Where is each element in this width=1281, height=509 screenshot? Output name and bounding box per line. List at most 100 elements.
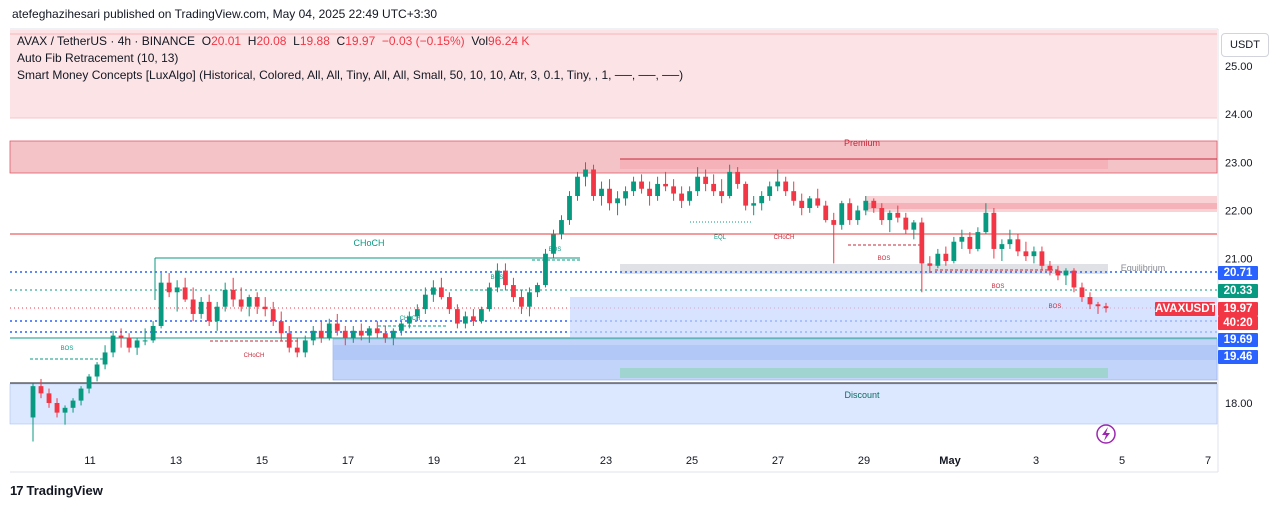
price-tag-19-69: 19.69 [1218, 333, 1258, 347]
candle [302, 335, 308, 358]
price-tag-current: 19.97 [1218, 302, 1258, 316]
indicator-smc[interactable]: Smart Money Concepts [LuxAlgo] (Historic… [17, 68, 684, 82]
time-tick-label: 13 [170, 455, 182, 467]
candle-body [847, 203, 853, 221]
indicator-fib[interactable]: Auto Fib Retracement (10, 13) [17, 51, 179, 65]
candle-body [270, 309, 276, 322]
candle [230, 277, 236, 307]
candle-body [695, 176, 701, 192]
candle [438, 277, 444, 300]
candle-body [487, 287, 492, 310]
candle [551, 229, 556, 259]
premium-label: Premium [844, 138, 880, 148]
lightning-icon[interactable] [1096, 424, 1116, 444]
candle [206, 294, 212, 326]
candle-body [1087, 297, 1093, 305]
candle-body [62, 407, 68, 413]
choch-label-3: CHoCH [244, 353, 265, 359]
ohlc-legend: AVAX / TetherUS · 4h · BINANCE O20.01 H2… [17, 34, 529, 48]
candle-body [38, 386, 44, 394]
candle-body [663, 183, 668, 187]
demand-zone-2b [333, 345, 1217, 360]
candle [390, 328, 396, 346]
candle-body [479, 309, 484, 322]
candle-body [118, 335, 124, 339]
candle [679, 186, 685, 209]
candle-body [615, 198, 620, 204]
tradingview-footer[interactable]: 17 TradingView [10, 483, 103, 498]
currency-button[interactable]: USDT [1221, 33, 1269, 57]
low-label: L [293, 34, 300, 48]
candle-body [751, 203, 757, 206]
candle [142, 328, 148, 346]
candle-body [198, 301, 204, 314]
candle [198, 297, 204, 319]
candle-body [46, 393, 52, 403]
candle-body [142, 340, 148, 342]
candle-body [607, 188, 612, 204]
candle [334, 313, 340, 336]
candle-body [863, 200, 869, 211]
choch-label-1: CHoCH [353, 238, 384, 248]
candle [895, 205, 901, 223]
candle [1079, 282, 1085, 302]
candle [286, 325, 292, 353]
time-axis[interactable]: 11 13 15 17 19 21 23 25 27 29 May 3 5 7 [84, 455, 1211, 467]
candle-body [767, 186, 773, 196]
candle-body [398, 323, 404, 331]
time-tick-label: 5 [1119, 455, 1125, 467]
candle-body [214, 306, 220, 322]
candle-body [911, 222, 917, 230]
symbol-title[interactable]: AVAX / TetherUS · 4h · BINANCE [17, 34, 196, 48]
price-tag-19-46: 19.46 [1218, 350, 1258, 364]
candle-body [286, 333, 292, 348]
candle-body [222, 289, 228, 307]
candle [1103, 302, 1109, 313]
candle [30, 383, 36, 442]
change-value: −0.03 (−0.15%) [381, 34, 465, 48]
candle-body [727, 171, 733, 196]
candle-body [110, 335, 116, 353]
price-tag-20-71: 20.71 [1218, 266, 1258, 280]
candle-body [310, 330, 316, 341]
candle-body [567, 195, 572, 221]
candle-body [1063, 270, 1069, 276]
close-label: C [336, 34, 346, 48]
candle-body [575, 176, 580, 196]
candle-body [374, 328, 380, 334]
candle [254, 292, 260, 314]
candle [246, 294, 252, 317]
candle-body [438, 287, 444, 298]
candle-body [719, 191, 725, 196]
candle-body [935, 253, 941, 266]
candle [495, 263, 500, 293]
time-tick-label: 11 [84, 455, 95, 467]
candle-body [262, 306, 268, 310]
candle [190, 287, 196, 322]
candle [879, 203, 885, 225]
candle [871, 198, 877, 213]
candle [623, 186, 628, 206]
candle [863, 195, 869, 216]
candle [927, 256, 933, 274]
candle [543, 248, 548, 288]
candle [118, 328, 124, 348]
candle [214, 301, 220, 331]
candle-body [358, 330, 364, 336]
candle-body [463, 316, 468, 324]
bos-label-5: BOS [992, 284, 1005, 290]
candle [62, 405, 68, 425]
candle-body [943, 253, 949, 261]
candle-body [102, 352, 108, 365]
candle-body [1007, 239, 1013, 245]
equilibrium-label: Equilibrium [1121, 263, 1166, 273]
candle [567, 191, 572, 225]
candle-body [527, 292, 532, 307]
candle-body [951, 241, 957, 261]
price-axis[interactable]: 25.00 24.00 23.00 22.00 21.00 18.00 [1225, 61, 1253, 410]
discount-equilibrium-strip [620, 368, 1108, 378]
candle-body [711, 183, 717, 192]
open-label: O [201, 34, 212, 48]
candle-body [94, 364, 100, 377]
